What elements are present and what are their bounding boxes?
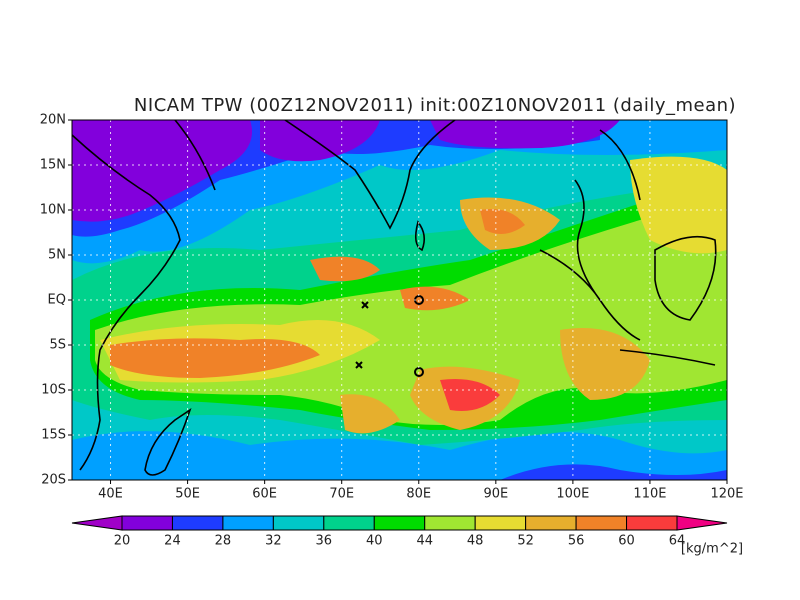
colorbar-box — [222, 515, 274, 531]
lon-label: 60E — [252, 487, 277, 502]
colorbar-label: 28 — [215, 534, 232, 549]
colorbar-high — [676, 515, 728, 531]
colorbar-label: 60 — [618, 534, 635, 549]
colorbar-label: 32 — [265, 534, 282, 549]
colorbar-box — [424, 515, 476, 531]
colorbar-box — [121, 515, 173, 531]
graticule — [72, 120, 727, 480]
colorbar-label: 44 — [416, 534, 433, 549]
colorbar-label: 24 — [164, 534, 181, 549]
lon-label: 40E — [98, 487, 123, 502]
lat-label: EQ — [48, 293, 66, 308]
colorbar-label: 20 — [114, 534, 131, 549]
colorbar-box — [323, 515, 375, 531]
lat-label: 10N — [40, 203, 66, 218]
field — [72, 120, 727, 480]
lat-label: 15S — [41, 428, 66, 443]
colorbar-label: 52 — [517, 534, 534, 549]
lat-label: 20N — [40, 113, 66, 128]
lon-label: 100E — [556, 487, 589, 502]
title: NICAM TPW (00Z12NOV2011) init:00Z10NOV20… — [134, 95, 736, 116]
lon-label: 120E — [710, 487, 743, 502]
colorbar-box — [171, 515, 224, 531]
colorbar-box — [373, 515, 426, 531]
colorbar-box — [272, 515, 325, 531]
colorbar-label: 48 — [467, 534, 484, 549]
colorbar-box — [525, 515, 577, 531]
colorbar-label: 64 — [669, 534, 686, 549]
lat-label: 10S — [41, 383, 66, 398]
lon-label: 70E — [329, 487, 354, 502]
lon-label: 50E — [175, 487, 200, 502]
colorbar-label: 40 — [366, 534, 383, 549]
colorbar-label: 56 — [568, 534, 585, 549]
lon-label: 80E — [406, 487, 431, 502]
colorbar-unit: [kg/m^2] — [681, 542, 743, 557]
lat-label: 20S — [41, 473, 66, 488]
lon-label: 90E — [483, 487, 508, 502]
colorbar-label: 36 — [316, 534, 333, 549]
colorbar-low — [71, 515, 123, 531]
colorbar-box — [575, 515, 628, 531]
colorbar-box — [626, 515, 678, 531]
lat-label: 5S — [49, 338, 66, 353]
lat-label: 5N — [48, 248, 66, 263]
lon-label: 110E — [633, 487, 666, 502]
lat-label: 15N — [40, 158, 66, 173]
colorbar-box — [474, 515, 527, 531]
